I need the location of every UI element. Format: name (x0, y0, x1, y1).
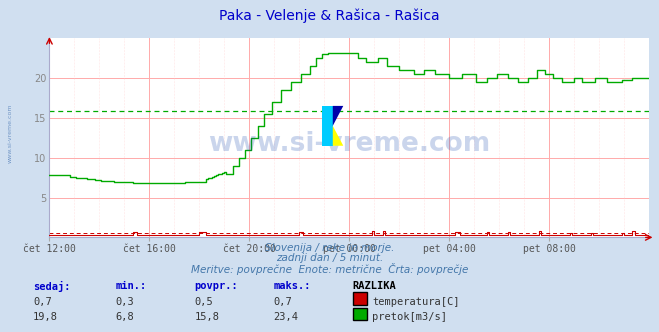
Text: 0,7: 0,7 (33, 297, 51, 307)
Text: min.:: min.: (115, 281, 146, 290)
Text: sedaj:: sedaj: (33, 281, 71, 291)
Text: www.si-vreme.com: www.si-vreme.com (8, 103, 13, 163)
Text: pretok[m3/s]: pretok[m3/s] (372, 312, 447, 322)
Text: Paka - Velenje & Rašica - Rašica: Paka - Velenje & Rašica - Rašica (219, 8, 440, 23)
Text: Meritve: povprečne  Enote: metrične  Črta: povprečje: Meritve: povprečne Enote: metrične Črta:… (191, 263, 468, 275)
Text: maks.:: maks.: (273, 281, 311, 290)
Text: 0,5: 0,5 (194, 297, 213, 307)
Polygon shape (333, 106, 343, 126)
Text: 0,3: 0,3 (115, 297, 134, 307)
Text: 23,4: 23,4 (273, 312, 299, 322)
Text: zadnji dan / 5 minut.: zadnji dan / 5 minut. (276, 253, 383, 263)
Polygon shape (333, 126, 343, 146)
Text: RAZLIKA: RAZLIKA (353, 281, 396, 290)
Text: 19,8: 19,8 (33, 312, 58, 322)
Text: 6,8: 6,8 (115, 312, 134, 322)
Text: povpr.:: povpr.: (194, 281, 238, 290)
Text: 0,7: 0,7 (273, 297, 292, 307)
Polygon shape (322, 106, 333, 146)
Text: www.si-vreme.com: www.si-vreme.com (208, 131, 490, 157)
Text: Slovenija / reke in morje.: Slovenija / reke in morje. (265, 243, 394, 253)
Text: temperatura[C]: temperatura[C] (372, 297, 460, 307)
Text: 15,8: 15,8 (194, 312, 219, 322)
